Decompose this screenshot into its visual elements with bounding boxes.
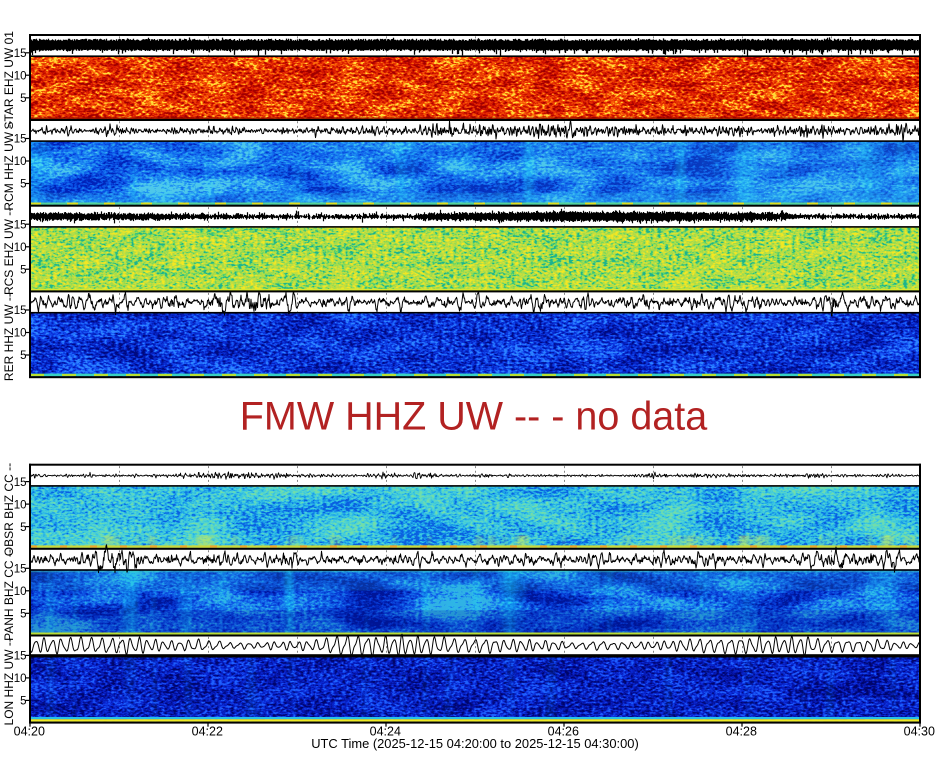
svg-text:OBSR BHZ CC --: OBSR BHZ CC --	[2, 463, 16, 556]
svg-text:04:28: 04:28	[726, 725, 757, 739]
svg-text:15: 15	[14, 305, 27, 317]
svg-text:RCS EHZ UW --: RCS EHZ UW --	[2, 208, 16, 295]
svg-text:LON HHZ UW --: LON HHZ UW --	[2, 638, 16, 725]
svg-text:5: 5	[20, 179, 26, 191]
svg-text:5: 5	[20, 350, 26, 362]
svg-text:5: 5	[20, 522, 26, 534]
svg-text:PANH BHZ CC --: PANH BHZ CC --	[2, 549, 16, 641]
svg-text:UTC Time (2025-12-15 04:20:00: UTC Time (2025-12-15 04:20:00 to 2025-12…	[311, 736, 638, 751]
svg-text:10: 10	[14, 328, 27, 340]
svg-text:10: 10	[14, 499, 27, 511]
svg-text:15: 15	[14, 651, 27, 663]
svg-text:10: 10	[14, 673, 27, 685]
svg-text:5: 5	[20, 696, 26, 708]
svg-text:15: 15	[14, 564, 27, 576]
svg-text:FMW HHZ UW -- - no data: FMW HHZ UW -- - no data	[240, 395, 707, 439]
svg-text:STAR EHZ UW 01: STAR EHZ UW 01	[2, 31, 16, 130]
svg-text:15: 15	[14, 134, 27, 146]
svg-text:15: 15	[14, 48, 27, 60]
svg-text:04:20: 04:20	[14, 725, 45, 739]
svg-text:04:24: 04:24	[370, 725, 401, 739]
svg-text:10: 10	[14, 242, 27, 254]
svg-text:10: 10	[14, 586, 27, 598]
svg-text:10: 10	[14, 71, 27, 83]
svg-text:5: 5	[20, 93, 26, 105]
svg-text:5: 5	[20, 264, 26, 276]
svg-text:10: 10	[14, 156, 27, 168]
svg-text:5: 5	[20, 609, 26, 621]
svg-text:RER HHZ UW --: RER HHZ UW --	[2, 293, 16, 381]
svg-text:RCM HHZ UW --: RCM HHZ UW --	[2, 121, 16, 211]
svg-text:15: 15	[14, 477, 27, 489]
svg-text:04:30: 04:30	[904, 725, 935, 739]
svg-text:15: 15	[14, 219, 27, 231]
svg-text:04:26: 04:26	[548, 725, 579, 739]
svg-text:04:22: 04:22	[192, 725, 223, 739]
